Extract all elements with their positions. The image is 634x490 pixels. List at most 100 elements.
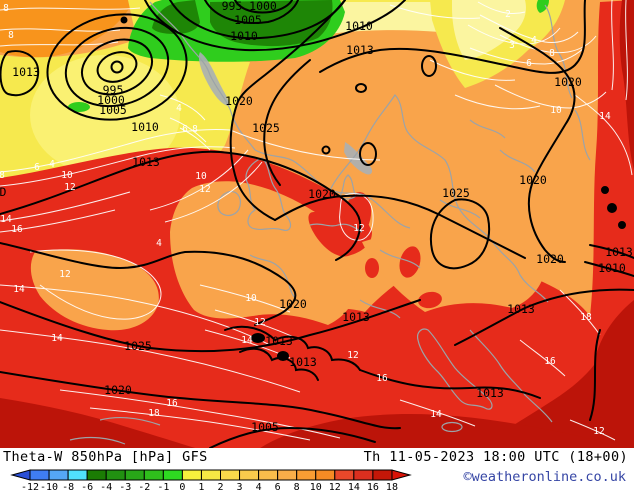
region-green-dot	[68, 102, 90, 112]
thetaw-label: 14	[0, 214, 12, 225]
color-scale-tick: 6	[275, 482, 281, 490]
color-scale-tick: 4	[256, 482, 262, 490]
color-scale-tick: 18	[386, 482, 398, 490]
region-darkred-sw	[0, 398, 196, 448]
isobar-label: 1020	[519, 173, 547, 187]
thetaw-label: 8	[0, 170, 5, 181]
region-darkred-se	[486, 300, 634, 448]
color-scale-tick: -10	[40, 482, 58, 490]
thetaw-label: 12	[593, 426, 604, 437]
isobar-label: 1013	[346, 43, 374, 57]
thetaw-label: 18	[580, 312, 592, 323]
thetaw-label: 14	[241, 335, 253, 346]
region-orange-lobe-sw	[30, 249, 159, 331]
thetaw-label: 4	[49, 159, 55, 170]
color-scale-cell	[220, 469, 241, 481]
isobar-label: 1000	[249, 0, 277, 13]
color-scale-cell	[200, 469, 221, 481]
thetaw-label: 14	[51, 333, 63, 344]
thetaw-label: 4	[176, 103, 182, 114]
isobar-label: 1010	[598, 261, 626, 275]
isobar-label: 1020	[225, 94, 253, 108]
color-scale-tick: 12	[329, 482, 341, 490]
color-scale-tick: 14	[348, 482, 360, 490]
isobar-label: 1010	[230, 29, 258, 43]
color-scale-tick: -4	[100, 482, 112, 490]
region-yellow-pale-ne	[452, 0, 526, 60]
thetaw-label: 12	[347, 350, 358, 361]
color-scale-tick: 3	[237, 482, 243, 490]
thetaw-label: 10	[550, 105, 562, 116]
valid-time: Th 11-05-2023 18:00 UTC (18+00)	[363, 449, 628, 465]
thetaw-label: 3	[509, 40, 515, 51]
thetaw-label: 14	[599, 111, 611, 122]
thetaw-label: 8	[549, 48, 555, 59]
thetaw-label: 14	[430, 409, 442, 420]
color-scale-cell	[124, 469, 145, 481]
isobar-label: 1013	[12, 65, 40, 79]
thetaw-label: 8	[8, 30, 14, 41]
isobar-label: 1020	[279, 297, 307, 311]
thetaw-label: 4	[156, 238, 162, 249]
color-scale-tick: 1	[198, 482, 204, 490]
color-scale-arrow	[391, 469, 412, 481]
color-scale-cell	[67, 469, 88, 481]
region-red-blob-b	[418, 291, 442, 309]
footer: Theta-W 850hPa [hPa] GFS Th 11-05-2023 1…	[0, 448, 634, 490]
isobar-label: 1005	[234, 13, 262, 27]
thetaw-label: 6	[34, 162, 40, 173]
color-scale-cell	[181, 469, 202, 481]
thetaw-label: 12	[59, 269, 70, 280]
color-scale-tick: -6	[81, 482, 93, 490]
isobar-label: D	[0, 185, 7, 199]
region-red-blob-c	[365, 258, 379, 278]
thetaw-label: 16	[544, 356, 556, 367]
region-darkgreen-2	[210, 0, 333, 47]
color-scale-tick: 8	[294, 482, 300, 490]
thetaw-label: 16	[11, 224, 23, 235]
color-scale-cell	[277, 469, 298, 481]
copyright-link[interactable]: ©weatheronline.co.uk	[463, 469, 626, 485]
region-darkred-bottom	[260, 414, 622, 448]
isobar-label: 1010	[131, 120, 159, 134]
thetaw-label: 4	[531, 35, 537, 46]
color-scale-tick: -1	[157, 482, 169, 490]
color-scale-tick: 10	[310, 482, 322, 490]
thetaw-label: 16	[166, 398, 178, 409]
color-scale-cell	[48, 469, 69, 481]
isobar-label: 1010	[345, 19, 373, 33]
isobar-label: 1000	[97, 93, 125, 107]
isobar-label: 1013	[605, 245, 633, 259]
thetaw-label: 10	[245, 293, 257, 304]
color-scale-cell	[372, 469, 393, 481]
region-deep-orange-corner	[0, 0, 135, 58]
isobar-label: 1013	[265, 334, 293, 348]
thetaw-label: 14	[13, 284, 25, 295]
isobar-label: 1013	[342, 310, 370, 324]
color-scale-cell	[143, 469, 164, 481]
color-scale-arrow	[10, 469, 31, 481]
isobar-label: 995	[222, 0, 243, 13]
color-scale-cell	[162, 469, 183, 481]
thetaw-label: 18	[148, 408, 160, 419]
color-scale-tick: -2	[138, 482, 150, 490]
isobar-label: 1025	[124, 339, 152, 353]
thetaw-label: 8	[192, 124, 198, 135]
color-scale-tick: 16	[367, 482, 379, 490]
color-scale-tick: -12	[21, 482, 39, 490]
color-scale-cell	[296, 469, 317, 481]
thetaw-label: 10	[195, 171, 207, 182]
weather-map[interactable]: 8 8 8 4 6 10 12 14 16 4 6 8 10 12 4 14 14 12 16 18 12 10 12 14 1…	[0, 0, 634, 448]
thetaw-label: 12	[64, 182, 75, 193]
terrain-gray	[198, 52, 373, 175]
coastlines	[69, 1, 591, 445]
isobar-label: 1005	[99, 103, 127, 117]
isobar-label: 1013	[132, 155, 160, 169]
isobar-label: 1020	[536, 252, 564, 266]
thetaw-label: 12	[254, 317, 265, 328]
color-scale-tick: 2	[217, 482, 223, 490]
isobars	[0, 0, 634, 448]
product-title: Theta-W 850hPa [hPa] GFS	[3, 449, 208, 465]
